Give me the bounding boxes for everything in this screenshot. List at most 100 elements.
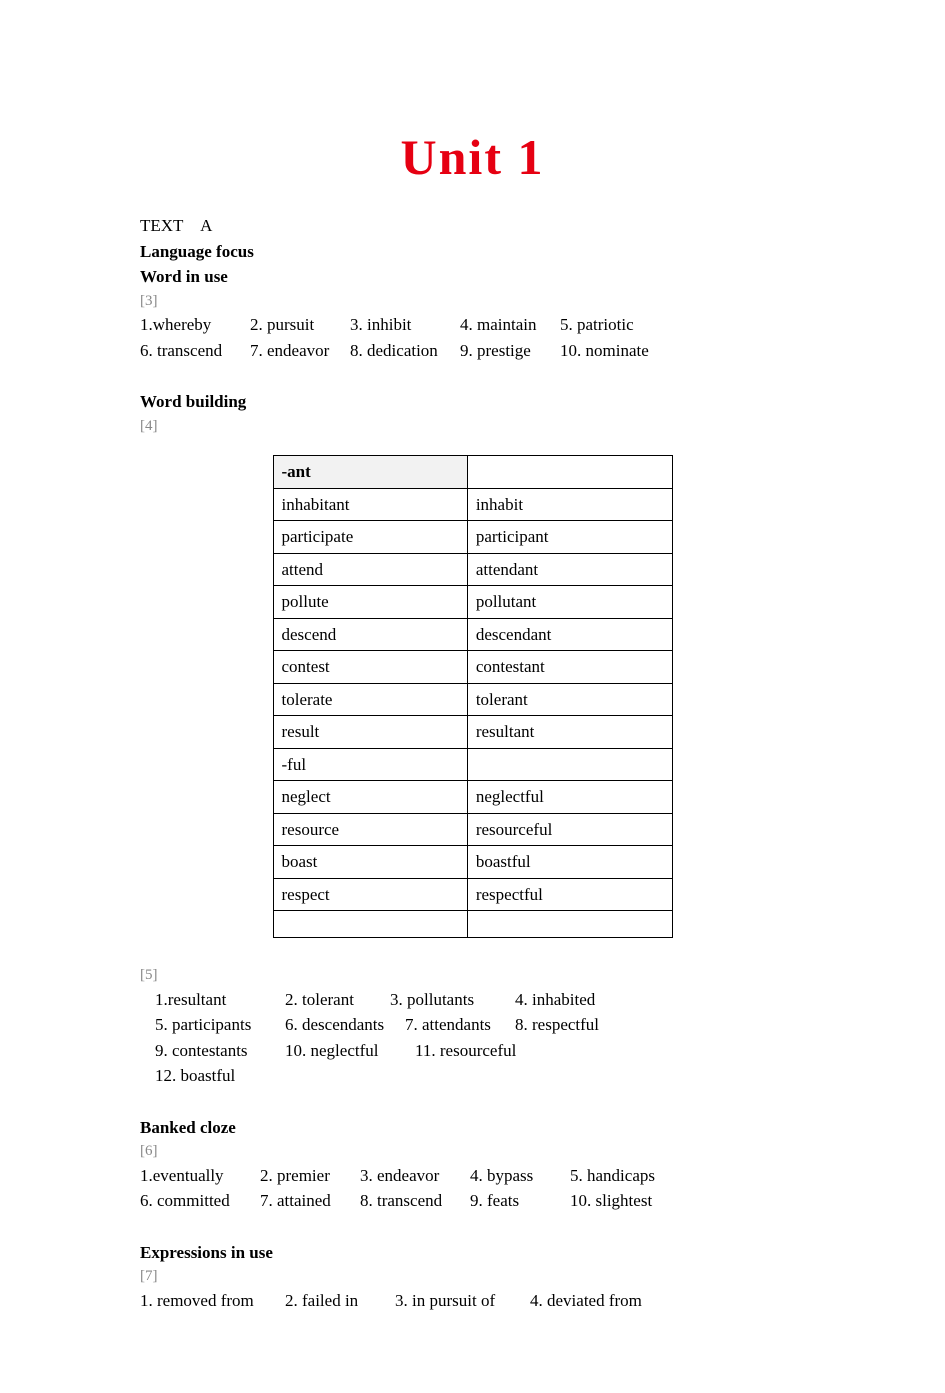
page-title: Unit 1	[140, 120, 805, 195]
table-row: resultresultant	[273, 716, 672, 749]
table-cell: resultant	[467, 716, 672, 749]
answer-item: 7. attained	[260, 1188, 360, 1214]
answer-item: 4. deviated from	[530, 1288, 660, 1314]
answer-item: 6. committed	[140, 1188, 260, 1214]
answer-item: 8. respectful	[515, 1012, 625, 1038]
answer-item: 10. slightest	[570, 1188, 670, 1214]
table-row: neglectneglectful	[273, 781, 672, 814]
table-row: -ful	[273, 748, 672, 781]
answer-item: 10. neglectful	[285, 1038, 415, 1064]
answer-item: 5. participants	[155, 1012, 285, 1038]
table-cell: tolerant	[467, 683, 672, 716]
table-cell: respect	[273, 878, 467, 911]
answer-item: 2. failed in	[285, 1288, 395, 1314]
table-cell: respectful	[467, 878, 672, 911]
ex5-block: 1.resultant 2. tolerant 3. pollutants 4.…	[140, 987, 805, 1089]
answer-item: 5. handicaps	[570, 1163, 670, 1189]
banked-row2: 6. committed 7. attained 8. transcend 9.…	[140, 1188, 805, 1214]
table-cell: pollutant	[467, 586, 672, 619]
table-cell: participant	[467, 521, 672, 554]
table-cell: attend	[273, 553, 467, 586]
table-cell: participate	[273, 521, 467, 554]
table-row: toleratetolerant	[273, 683, 672, 716]
answer-item: 2. premier	[260, 1163, 360, 1189]
answer-item: 1. removed from	[140, 1288, 285, 1314]
table-cell: pollute	[273, 586, 467, 619]
answer-item: 11. resourceful	[415, 1038, 545, 1064]
text-a-label: TEXT A	[140, 213, 805, 239]
ex5-row4: 12. boastful	[155, 1063, 805, 1089]
table-cell: inhabit	[467, 488, 672, 521]
table-cell	[467, 456, 672, 489]
table-cell	[467, 911, 672, 938]
ex5-row3: 9. contestants 10. neglectful 11. resour…	[155, 1038, 805, 1064]
table-cell: -ful	[273, 748, 467, 781]
table-cell: inhabitant	[273, 488, 467, 521]
answer-item: 1.whereby	[140, 312, 250, 338]
table-row: descenddescendant	[273, 618, 672, 651]
answer-item: 3. pollutants	[390, 987, 515, 1013]
table-cell: resource	[273, 813, 467, 846]
ref-3: [3]	[140, 290, 805, 313]
answer-item: 9. prestige	[460, 338, 560, 364]
answer-item: 10. nominate	[560, 338, 660, 364]
heading-language-focus: Language focus	[140, 239, 805, 265]
table-cell: tolerate	[273, 683, 467, 716]
answer-item: 7. attendants	[405, 1012, 515, 1038]
table-row: contestcontestant	[273, 651, 672, 684]
table-row: boastboastful	[273, 846, 672, 879]
answer-item: 6. descendants	[285, 1012, 405, 1038]
table-cell	[273, 911, 467, 938]
heading-word-building: Word building	[140, 389, 805, 415]
ref-7: [7]	[140, 1265, 805, 1288]
ex5-row1: 1.resultant 2. tolerant 3. pollutants 4.…	[155, 987, 805, 1013]
answer-item: 4. bypass	[470, 1163, 570, 1189]
word-in-use-row2: 6. transcend 7. endeavor 8. dedication 9…	[140, 338, 805, 364]
ref-5: [5]	[140, 964, 805, 987]
table-row: participateparticipant	[273, 521, 672, 554]
answer-item: 3. in pursuit of	[395, 1288, 530, 1314]
table-cell: attendant	[467, 553, 672, 586]
table-row: -ant	[273, 456, 672, 489]
word-building-table: -antinhabitantinhabitparticipateparticip…	[273, 455, 673, 938]
table-cell: resourceful	[467, 813, 672, 846]
table-cell: descend	[273, 618, 467, 651]
banked-row1: 1.eventually 2. premier 3. endeavor 4. b…	[140, 1163, 805, 1189]
ref-6: [6]	[140, 1140, 805, 1163]
answer-item: 4. maintain	[460, 312, 560, 338]
table-row	[273, 911, 672, 938]
table-row: attendattendant	[273, 553, 672, 586]
answer-item: 3. inhibit	[350, 312, 460, 338]
table-cell: boast	[273, 846, 467, 879]
table-cell: contestant	[467, 651, 672, 684]
answer-item: 2. tolerant	[285, 987, 390, 1013]
table-cell: neglect	[273, 781, 467, 814]
table-cell	[467, 748, 672, 781]
answer-item: 1.eventually	[140, 1163, 260, 1189]
answer-item: 5. patriotic	[560, 312, 660, 338]
table-row: resourceresourceful	[273, 813, 672, 846]
table-cell: result	[273, 716, 467, 749]
table-cell: descendant	[467, 618, 672, 651]
table-cell: boastful	[467, 846, 672, 879]
table-cell: -ant	[273, 456, 467, 489]
ref-4: [4]	[140, 415, 805, 438]
word-in-use-row1: 1.whereby 2. pursuit 3. inhibit 4. maint…	[140, 312, 805, 338]
answer-item: 9. feats	[470, 1188, 570, 1214]
answer-item: 8. dedication	[350, 338, 460, 364]
answer-item: 4. inhabited	[515, 987, 625, 1013]
table-row: inhabitantinhabit	[273, 488, 672, 521]
answer-item: 9. contestants	[155, 1038, 285, 1064]
table-cell: neglectful	[467, 781, 672, 814]
table-row: pollutepollutant	[273, 586, 672, 619]
answer-item: 6. transcend	[140, 338, 250, 364]
ex5-row2: 5. participants 6. descendants 7. attend…	[155, 1012, 805, 1038]
answer-item: 7. endeavor	[250, 338, 350, 364]
expr-row1: 1. removed from 2. failed in 3. in pursu…	[140, 1288, 805, 1314]
answer-item: 2. pursuit	[250, 312, 350, 338]
table-row: respectrespectful	[273, 878, 672, 911]
answer-item: 1.resultant	[155, 987, 285, 1013]
heading-word-in-use: Word in use	[140, 264, 805, 290]
heading-expressions-in-use: Expressions in use	[140, 1240, 805, 1266]
heading-banked-cloze: Banked cloze	[140, 1115, 805, 1141]
